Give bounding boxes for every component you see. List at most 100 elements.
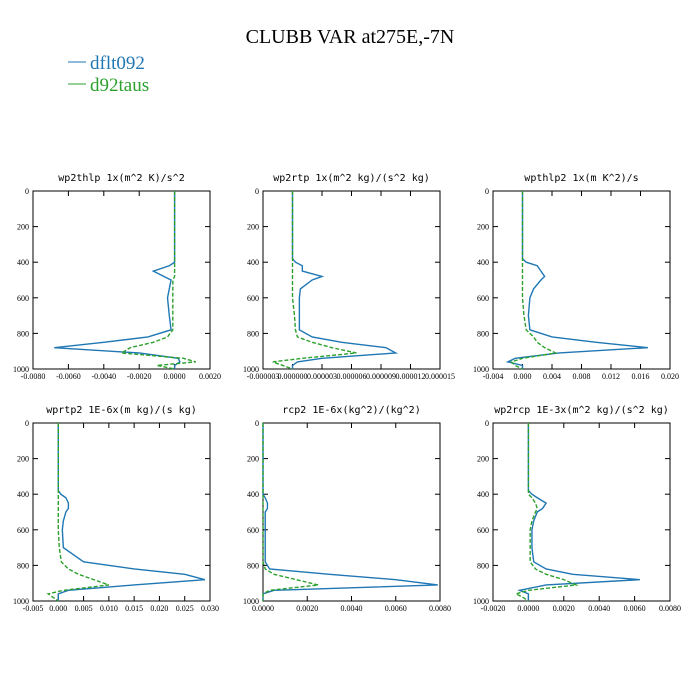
x-tick-label: 0.0060 [624,604,646,613]
legend-label: d92taus [90,75,149,96]
x-tick-label: -0.0020 [127,372,152,381]
x-tick-label: 0.000015 [425,372,455,381]
y-tick-label: 600 [477,526,489,535]
x-tick-label: 0.0000 [164,372,186,381]
x-tick-label: 0.0000 [517,604,539,613]
y-tick-label: 400 [17,258,29,267]
x-tick-label: -0.0040 [91,372,116,381]
x-tick-label: 0.000 [514,372,532,381]
y-tick-label: 800 [477,329,489,338]
x-tick-label: 0.0080 [659,604,681,613]
y-tick-label: 200 [477,223,489,232]
y-tick-label: 600 [477,294,489,303]
x-tick-label: 0.020 [150,604,168,613]
panel-title: wprtp2 1E-6x(m kg)/(s kg) [46,405,197,416]
x-tick-label: 0.020 [661,372,679,381]
y-tick-label: 200 [17,223,29,232]
x-tick-label: 0.008 [573,372,591,381]
figure-title: CLUBB VAR at275E,-7N [246,26,455,48]
panel-title: wpthlp2 1x(m K^2)/s [524,173,638,184]
series-line [54,191,181,369]
plot-frame [32,422,211,602]
panel-title: wp2rtp 1x(m^2 kg)/(s^2 kg) [273,173,430,184]
x-tick-label: 0.0040 [341,604,363,613]
y-tick-label: 400 [247,490,259,499]
x-tick-label: 0.012 [602,372,620,381]
x-tick-label: 0.000006 [337,372,367,381]
series-line [262,423,319,601]
x-tick-label: -0.0020 [481,604,506,613]
x-tick-label: -0.0060 [56,372,81,381]
y-tick-label: 0 [255,419,259,428]
x-tick-label: 0.000000 [278,372,308,381]
series-line [272,191,357,370]
x-tick-label: 0.000 [49,604,67,613]
y-tick-label: 1000 [13,365,29,374]
series-line [291,191,399,369]
x-tick-label: 0.005 [75,604,93,613]
y-tick-label: 400 [477,258,489,267]
panel-title: wp2thlp 1x(m^2 K)/s^2 [58,173,184,184]
y-tick-label: 1000 [243,597,259,606]
y-tick-label: 200 [477,455,489,464]
y-tick-label: 1000 [473,365,489,374]
y-tick-label: 0 [25,419,29,428]
x-tick-label: 0.0080 [429,604,451,613]
y-tick-label: 400 [477,490,489,499]
series-line [517,423,640,601]
y-tick-label: 800 [17,561,29,570]
x-tick-label: -0.005 [23,604,44,613]
plot-frame [492,190,671,370]
x-tick-label: -0.000003 [247,372,280,381]
y-tick-label: 600 [247,294,259,303]
x-tick-label: 0.0040 [588,604,610,613]
series-line [57,423,206,601]
x-tick-label: 0.015 [125,604,143,613]
y-tick-label: 800 [477,561,489,570]
legend-label: dflt092 [90,53,145,74]
x-tick-label: 0.030 [201,604,219,613]
y-tick-label: 600 [17,526,29,535]
y-tick-label: 0 [255,187,259,196]
x-tick-label: 0.004 [543,372,561,381]
series-line [262,423,438,601]
y-tick-label: 200 [17,455,29,464]
plot-frame [32,190,211,370]
x-tick-label: -0.0080 [21,372,46,381]
x-tick-label: 0.025 [176,604,194,613]
x-tick-label: 0.0020 [199,372,221,381]
x-tick-label: 0.0060 [385,604,407,613]
x-tick-label: 0.000009 [366,372,396,381]
x-tick-label: 0.0020 [553,604,575,613]
x-tick-label: 0.016 [632,372,650,381]
series-line [119,191,197,370]
x-tick-label: 0.000003 [307,372,337,381]
y-tick-label: 800 [247,561,259,570]
y-tick-label: 600 [247,526,259,535]
plot-frame [262,422,441,602]
panel-title: rcp2 1E-6x(kg^2)/(kg^2) [282,405,420,416]
y-tick-label: 0 [485,419,489,428]
y-tick-label: 0 [485,187,489,196]
x-tick-label: 0.0020 [296,604,318,613]
x-tick-label: 0.000012 [396,372,426,381]
y-tick-label: 400 [247,258,259,267]
x-tick-label: -0.004 [483,372,504,381]
series-line [514,423,579,602]
y-tick-label: 200 [247,223,259,232]
plot-frame [492,422,671,602]
y-tick-label: 1000 [13,597,29,606]
series-line [510,191,558,370]
y-tick-label: 200 [247,455,259,464]
x-tick-label: 0.010 [100,604,118,613]
panel-title: wp2rcp 1E-3x(m^2 kg)/(s^2 kg) [494,405,669,416]
plot-frame [262,190,441,370]
y-tick-label: 800 [247,329,259,338]
y-tick-label: 1000 [473,597,489,606]
y-tick-label: 600 [17,294,29,303]
series-line [46,423,110,602]
y-tick-label: 400 [17,490,29,499]
series-line [505,191,648,369]
y-tick-label: 0 [25,187,29,196]
